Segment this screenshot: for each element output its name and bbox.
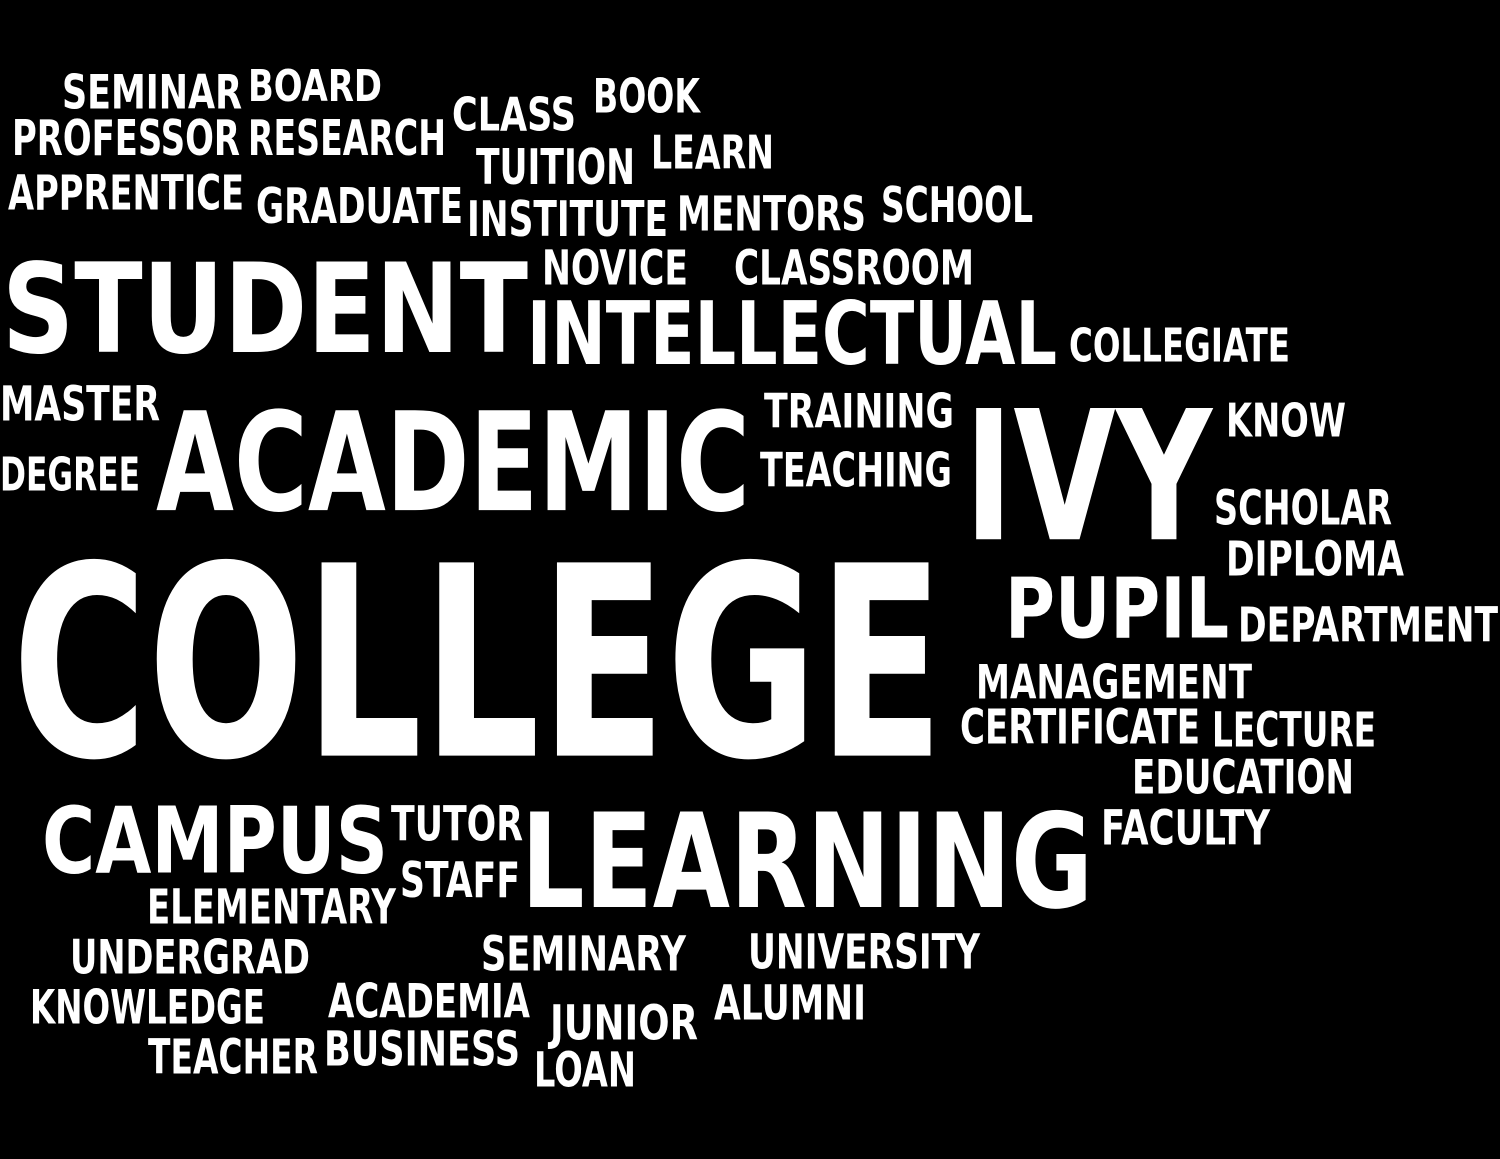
word-classroom: CLASSROOM (734, 239, 974, 296)
word-teacher: TEACHER (148, 1028, 318, 1085)
word-academia: ACADEMIA (328, 973, 530, 1029)
word-novice: NOVICE (542, 239, 688, 296)
word-faculty: FACULTY (1101, 799, 1270, 856)
word-learn: LEARN (651, 125, 774, 180)
word-education: EDUCATION (1132, 749, 1354, 805)
word-tuition: TUITION (476, 138, 635, 196)
word-campus: CAMPUS (42, 786, 388, 895)
word-ivy: IVY (964, 371, 1212, 583)
word-learning: LEARNING (521, 785, 1093, 939)
word-alumni: ALUMNI (714, 974, 866, 1031)
word-research: RESEARCH (248, 109, 446, 167)
word-diploma: DIPLOMA (1226, 530, 1404, 587)
word-school: SCHOOL (881, 176, 1033, 234)
word-staff: STAFF (400, 851, 520, 909)
word-knowledge: KNOWLEDGE (30, 979, 265, 1035)
word-know: KNOW (1226, 393, 1346, 448)
word-mentors: MENTORS (677, 185, 866, 242)
word-class: CLASS (452, 87, 576, 142)
word-intellectual: INTELLECTUAL (527, 283, 1057, 385)
word-college: COLLEGE (12, 509, 944, 820)
word-management: MANAGEMENT (976, 654, 1252, 710)
word-certificate: CERTIFICATE (960, 698, 1200, 755)
word-department: DEPARTMENT (1238, 596, 1498, 653)
word-undergrad: UNDERGRAD (70, 929, 310, 985)
word-pupil: PUPIL (1005, 559, 1229, 658)
word-lecture: LECTURE (1212, 701, 1376, 758)
word-board: BOARD (248, 60, 382, 112)
word-apprentice: APPRENTICE (8, 164, 244, 221)
word-graduate: GRADUATE (256, 177, 463, 235)
word-professor: PROFESSOR (12, 109, 240, 167)
word-seminar: SEMINAR (62, 64, 242, 120)
word-junior: JUNIOR (550, 994, 698, 1051)
word-degree: DEGREE (0, 447, 140, 502)
word-book: BOOK (593, 68, 700, 124)
word-loan: LOAN (534, 1041, 636, 1098)
word-university: UNIVERSITY (748, 923, 980, 980)
word-scholar: SCHOLAR (1214, 479, 1392, 536)
word-tutor: TUTOR (391, 795, 523, 852)
word-institute: INSTITUTE (467, 190, 668, 248)
word-training: TRAINING (764, 383, 954, 439)
word-collegiate: COLLEGIATE (1069, 318, 1290, 373)
word-academic: ACADEMIC (156, 382, 750, 543)
word-seminary: SEMINARY (481, 925, 686, 982)
word-teaching: TEACHING (760, 442, 952, 498)
word-business: BUSINESS (324, 1020, 520, 1077)
word-student: STUDENT (2, 236, 528, 382)
word-master: MASTER (0, 375, 160, 432)
word-elementary: ELEMENTARY (147, 878, 396, 935)
